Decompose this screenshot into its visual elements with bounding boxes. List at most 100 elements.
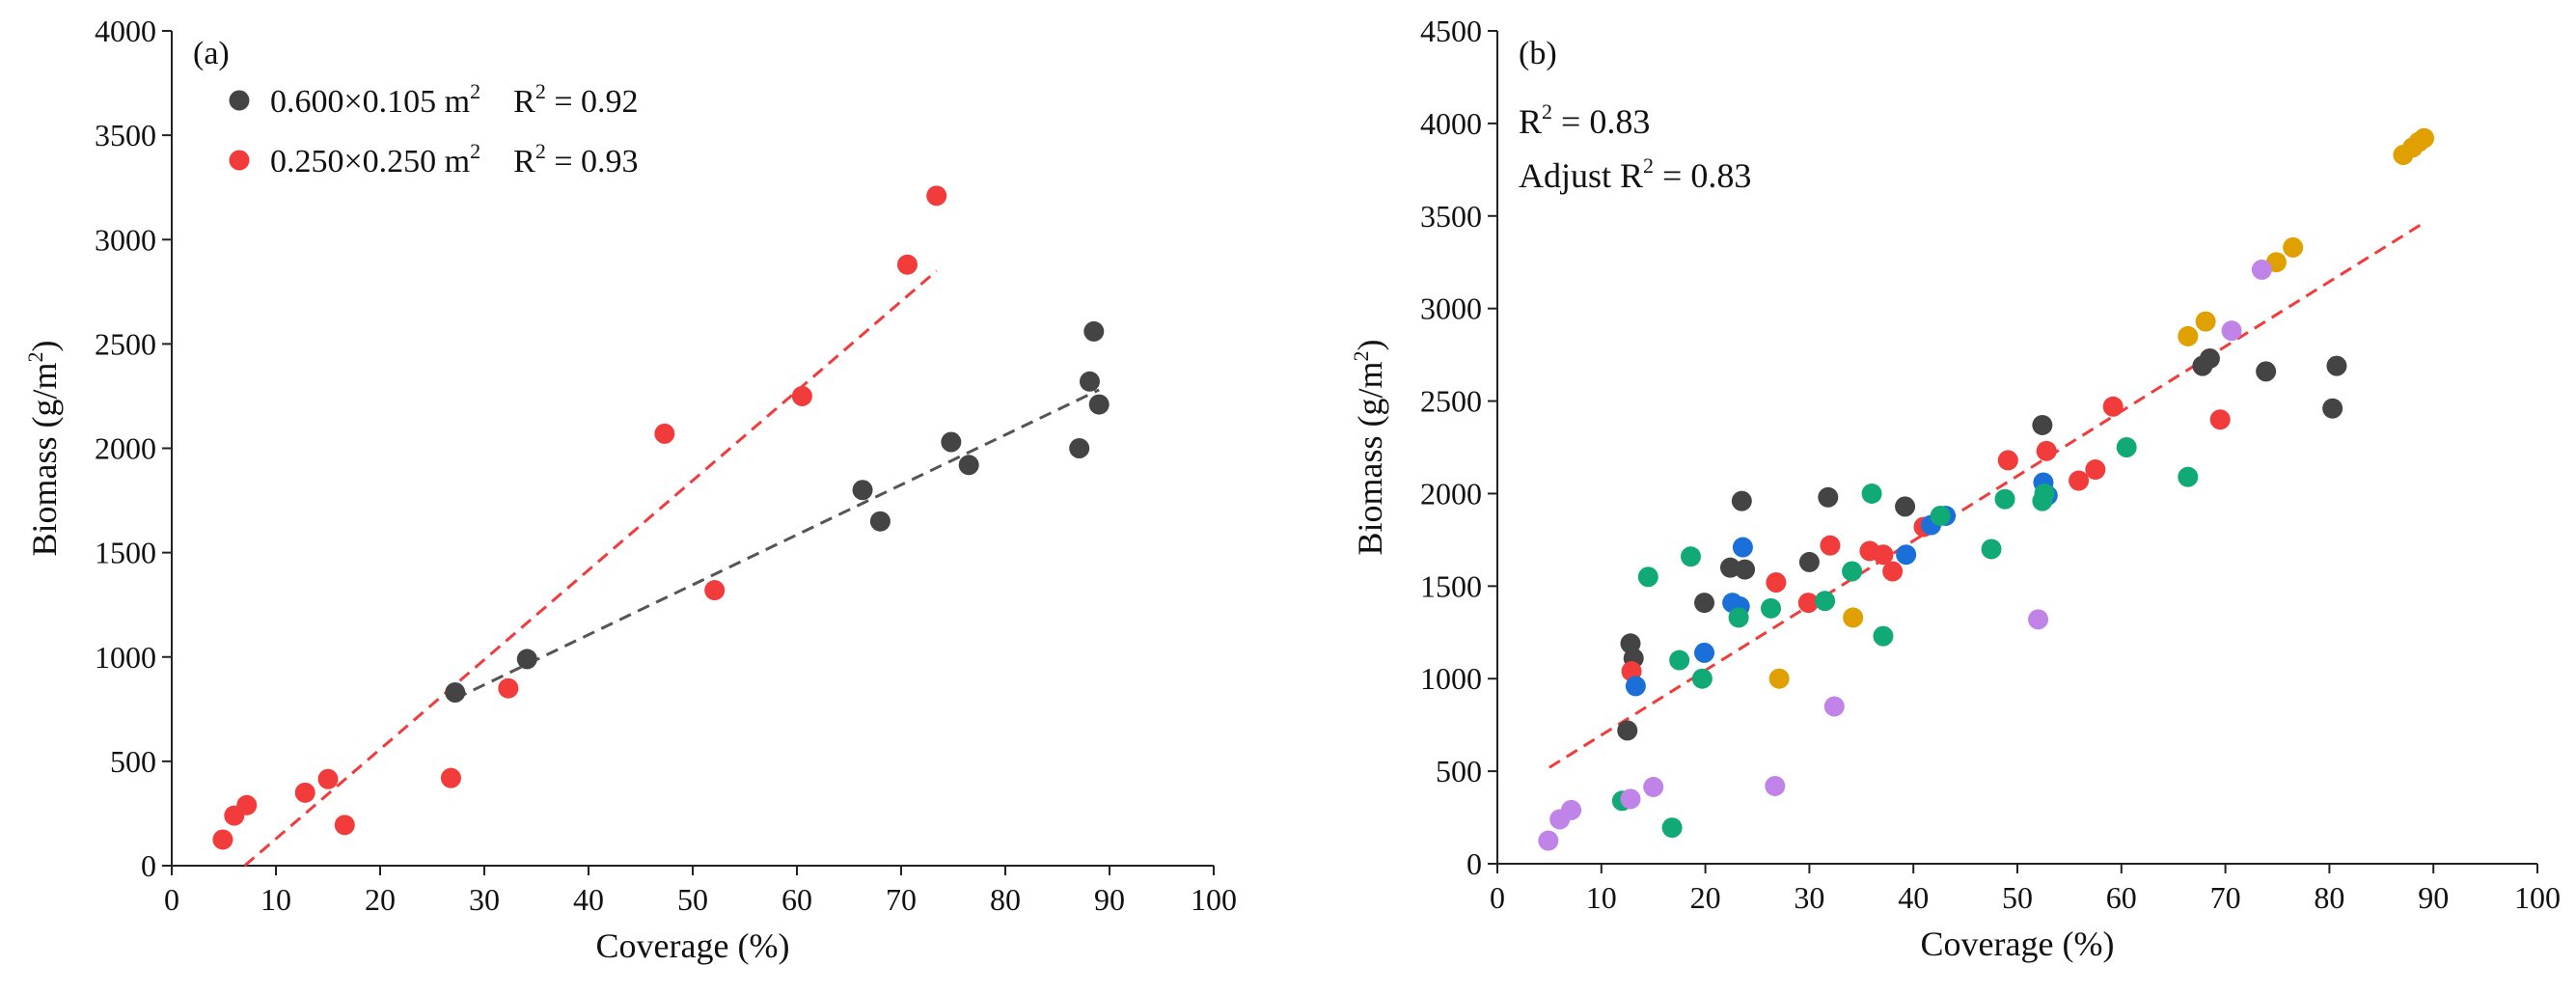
data-point: [2326, 355, 2347, 376]
panel-b: 0 10 20 30 40 50 60 70 80 90 100050010001500200025…: [1349, 14, 2561, 963]
legend-entry: 0.250×0.250 m2 R2 = 0.93: [270, 139, 639, 180]
data-point: [1079, 371, 1100, 392]
data-point: [1681, 546, 1702, 567]
y-axis-title-tail: ): [1351, 339, 1389, 350]
y-tick-label: 500: [1436, 754, 1482, 788]
r2-value: = 0.83: [1552, 102, 1650, 141]
legend-entry: 0.600×0.105 m2 R2 = 0.92: [270, 79, 639, 120]
data-point: [1728, 607, 1749, 628]
data-point: [1882, 561, 1904, 582]
y-tick-label: 3500: [95, 118, 156, 152]
x-tick-label: 0: [164, 882, 179, 917]
y-axis-title: Biomass (g/m2): [23, 340, 64, 556]
data-point: [498, 677, 519, 699]
legend-marker: [229, 90, 250, 111]
data-point: [958, 455, 979, 476]
data-point: [516, 649, 537, 670]
data-point: [2116, 437, 2137, 457]
data-point: [926, 185, 947, 207]
x-tick-label: 70: [2210, 880, 2241, 915]
data-point: [2251, 259, 2272, 280]
panel-label: (b): [1519, 36, 1557, 71]
y-tick-label: 1500: [1420, 568, 1482, 603]
data-point: [445, 682, 466, 704]
data-point: [294, 782, 315, 803]
y-tick-label: 500: [110, 744, 156, 779]
data-point: [2322, 398, 2343, 419]
data-point: [1765, 775, 1786, 796]
x-tick-label: 40: [1898, 880, 1929, 915]
data-point: [704, 580, 726, 601]
r2-label: R: [1519, 102, 1542, 141]
data-point: [941, 431, 962, 453]
y-axis-title-text: Biomass (g/m: [1351, 361, 1389, 555]
data-point: [2209, 409, 2231, 430]
legend-marker: [229, 150, 250, 171]
data-point: [2034, 483, 2055, 504]
y-axis-title: Biomass (g/m2): [1349, 339, 1389, 555]
fit-line: [454, 388, 1100, 701]
data-point: [1069, 438, 1090, 458]
data-point: [2178, 325, 2199, 346]
legend-r2-label: R: [513, 144, 535, 180]
x-tick-label: 60: [2106, 880, 2137, 915]
y-tick-label: 4000: [95, 14, 156, 48]
data-point: [1735, 559, 1756, 580]
data-point: [1896, 544, 1917, 566]
x-tick-label: 30: [469, 882, 500, 917]
data-point: [2085, 459, 2106, 481]
y-axis-title-text: Biomass (g/m: [25, 362, 64, 556]
x-axis-title: Coverage (%): [1921, 925, 2115, 963]
y-tick-label: 4500: [1420, 14, 1482, 48]
data-point: [1797, 593, 1819, 614]
data-point: [2032, 414, 2053, 435]
data-point: [2283, 236, 2304, 258]
data-point: [1617, 720, 1638, 741]
data-point: [1994, 488, 2015, 510]
data-point: [334, 815, 355, 836]
y-axis-title-sup: 2: [1349, 350, 1373, 361]
data-point: [852, 480, 873, 501]
data-point: [2199, 347, 2220, 369]
y-tick-label: 3000: [1420, 291, 1482, 326]
data-point: [212, 829, 233, 850]
data-point: [1843, 607, 1864, 628]
y-tick-label: 3500: [1420, 199, 1482, 234]
y-tick-label: 1500: [95, 536, 156, 570]
legend-name: 0.600×0.105 m: [270, 84, 470, 120]
x-tick-label: 50: [677, 882, 708, 917]
data-point: [896, 254, 918, 275]
y-tick-label: 1000: [95, 640, 156, 675]
data-point: [1620, 788, 1641, 810]
data-point: [1625, 676, 1646, 697]
x-tick-label: 70: [886, 882, 917, 917]
data-point: [1731, 490, 1752, 511]
y-tick-label: 2000: [1420, 476, 1482, 511]
data-point: [1561, 799, 1582, 820]
data-point: [1669, 650, 1690, 671]
data-point: [1732, 537, 1753, 558]
data-point: [2413, 127, 2434, 149]
x-tick-label: 20: [365, 882, 396, 917]
data-point: [1694, 593, 1715, 614]
x-tick-label: 30: [1794, 880, 1824, 915]
adjusted-r2-sup: 2: [1643, 153, 1654, 178]
y-tick-label: 0: [1466, 846, 1482, 881]
data-point: [2036, 440, 2057, 461]
r2-sup: 2: [1542, 99, 1552, 124]
x-tick-label: 40: [573, 882, 604, 917]
data-point: [1997, 450, 2018, 471]
data-point: [1694, 642, 1715, 663]
data-point: [2102, 396, 2124, 417]
data-point: [1930, 505, 1951, 526]
data-point: [1766, 571, 1787, 593]
x-tick-label: 80: [990, 882, 1021, 917]
data-point: [1538, 830, 1559, 851]
x-tick-label: 20: [1690, 880, 1721, 915]
x-tick-label: 100: [1191, 882, 1237, 917]
legend-name-sup: 2: [470, 79, 480, 103]
panel-label: (a): [193, 36, 230, 71]
data-point: [791, 385, 812, 406]
data-point: [1820, 535, 1841, 556]
